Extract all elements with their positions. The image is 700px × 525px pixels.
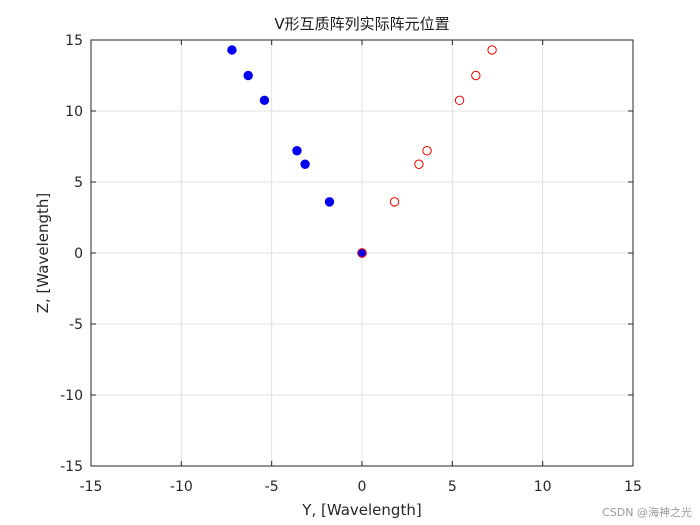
y-tick-label: 15 [65,33,83,49]
x-tick-label: 10 [534,479,552,495]
x-tick-label: 5 [448,479,457,495]
x-axis-ticks: -15 -10 -5 0 5 10 15 [80,40,642,495]
y-tick-label: 5 [74,175,83,191]
chart-title: V形互质阵列实际阵元位置 [274,15,449,33]
y-tick-label: -15 [60,459,83,475]
y-tick-label: 10 [65,104,83,120]
filled-point-s0-1 [324,197,335,207]
y-axis-label: Z, [Wavelength] [34,193,52,314]
filled-point-s0-3 [292,146,302,156]
open-point-s1-0 [357,248,367,258]
filled-point-s0-4 [259,95,270,106]
open-point-s1-6 [487,45,497,55]
x-tick-label: 15 [624,479,642,495]
open-point-s1-4 [454,95,465,106]
x-tick-label: -5 [265,479,279,495]
open-point-s1-2 [414,159,424,169]
data-points [227,45,497,258]
open-point-s1-3 [422,146,432,156]
y-tick-label: -5 [69,317,83,333]
x-tick-label: -15 [80,479,103,495]
x-axis-label: Y, [Wavelength] [301,501,421,519]
filled-point-s0-6 [227,45,237,55]
watermark-text: CSDN @海神之光 [602,505,692,519]
filled-point-s0-5 [243,70,253,81]
open-point-s1-5 [471,70,481,81]
filled-point-s0-2 [300,159,310,169]
x-tick-label: -10 [170,479,193,495]
open-point-s1-1 [389,197,400,207]
x-tick-label: 0 [358,479,367,495]
y-tick-label: 0 [74,246,83,262]
y-tick-label: -10 [60,388,83,404]
y-axis-ticks: -15 -10 -5 0 5 10 15 [60,33,633,475]
